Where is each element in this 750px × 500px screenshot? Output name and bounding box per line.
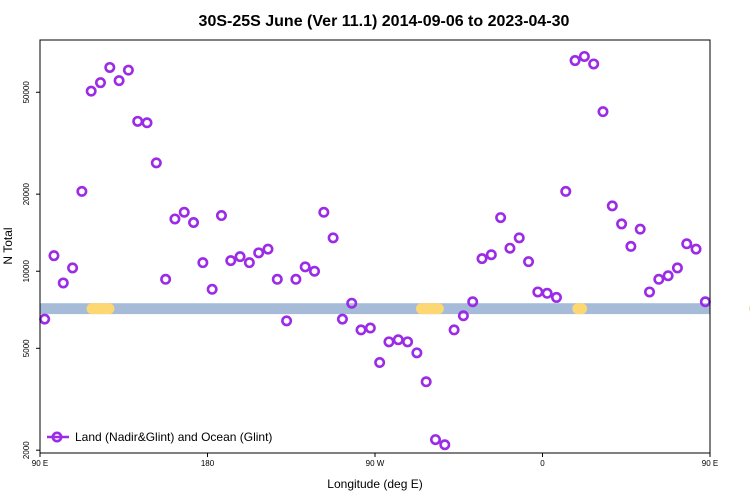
data-point — [346, 297, 358, 309]
data-point — [699, 296, 711, 308]
data-point — [355, 324, 367, 336]
data-point — [504, 242, 516, 254]
data-point — [392, 334, 404, 346]
data-point — [160, 273, 172, 285]
data-point — [309, 265, 321, 277]
x-tick-label: 0 — [540, 459, 545, 468]
data-point — [606, 200, 618, 212]
data-point — [634, 223, 646, 235]
data-point — [439, 439, 451, 451]
data-point — [150, 157, 162, 169]
data-point — [364, 322, 376, 334]
data-point — [57, 277, 69, 289]
y-tick-label: 20000 — [22, 182, 31, 205]
data-point — [662, 270, 674, 282]
data-point — [644, 286, 656, 298]
data-point — [374, 357, 386, 369]
data-point — [336, 313, 348, 325]
data-point — [299, 261, 311, 273]
data-point — [122, 64, 134, 76]
y-tick-label: 50000 — [22, 81, 31, 104]
data-point — [653, 273, 665, 285]
data-point — [206, 283, 218, 295]
data-point — [681, 238, 693, 250]
data-point — [625, 240, 637, 252]
land-band-segment — [572, 303, 588, 315]
y-tick-label: 2000 — [22, 441, 31, 459]
data-point — [281, 315, 293, 327]
data-point — [262, 243, 274, 255]
data-point — [513, 232, 525, 244]
y-tick-label: 5000 — [22, 339, 31, 357]
data-point — [132, 115, 144, 127]
data-point — [141, 117, 153, 129]
data-point — [616, 218, 628, 230]
data-point — [588, 58, 600, 70]
legend: Land (Nadir&Glint) and Ocean (Glint) — [47, 430, 272, 444]
data-point — [578, 50, 590, 62]
land-ocean-band — [40, 303, 750, 315]
data-point — [541, 287, 553, 299]
data-point — [476, 253, 488, 265]
data-point — [467, 296, 479, 308]
data-point — [76, 185, 88, 197]
data-point — [383, 336, 395, 348]
data-point — [327, 232, 339, 244]
x-tick-label: 90 E — [32, 459, 48, 468]
ocean-band — [40, 303, 710, 315]
data-point — [234, 251, 246, 263]
data-point — [690, 243, 702, 255]
data-point — [215, 210, 227, 222]
data-point — [113, 75, 125, 87]
data-point — [271, 273, 283, 285]
x-tick-label: 180 — [201, 459, 215, 468]
data-point — [411, 347, 423, 359]
plot-frame — [39, 39, 711, 454]
data-point — [402, 336, 414, 348]
data-point — [485, 249, 497, 261]
y-axis: 2000 5000 10000 20000 50000 — [22, 81, 40, 459]
legend-marker — [51, 431, 63, 443]
data-point — [85, 85, 97, 97]
data-point — [290, 273, 302, 285]
data-point — [550, 291, 562, 303]
data-points — [39, 50, 711, 451]
data-point — [523, 256, 535, 268]
data-point — [39, 313, 51, 325]
data-point — [243, 257, 255, 269]
data-point — [448, 324, 460, 336]
land-band-segment — [86, 303, 115, 315]
x-axis-label: Longitude (deg E) — [327, 477, 422, 491]
data-point — [188, 216, 200, 228]
x-axis: 90 E 180 90 W 0 90 E — [32, 453, 718, 468]
data-point — [318, 206, 330, 218]
data-point — [597, 106, 609, 118]
land-band-segment — [415, 303, 444, 315]
chart-title: 30S-25S June (Ver 11.1) 2014-09-06 to 20… — [199, 13, 570, 30]
data-point — [225, 255, 237, 267]
data-point — [429, 434, 441, 446]
data-point — [560, 185, 572, 197]
data-point — [67, 262, 79, 274]
data-point — [495, 212, 507, 224]
y-axis-label: N Total — [1, 227, 15, 264]
data-point — [671, 262, 683, 274]
y-tick-label: 10000 — [22, 260, 31, 283]
data-point — [457, 310, 469, 322]
data-point — [178, 206, 190, 218]
data-point — [94, 77, 106, 89]
legend-label: Land (Nadir&Glint) and Ocean (Glint) — [75, 430, 272, 444]
x-tick-label: 90 W — [366, 459, 385, 468]
data-point — [197, 257, 209, 269]
data-point — [48, 250, 60, 262]
data-point — [569, 55, 581, 67]
data-point — [253, 247, 265, 259]
data-point — [104, 61, 116, 73]
x-tick-label: 90 E — [702, 459, 718, 468]
data-point — [420, 376, 432, 388]
data-point — [169, 213, 181, 225]
data-point — [532, 286, 544, 298]
